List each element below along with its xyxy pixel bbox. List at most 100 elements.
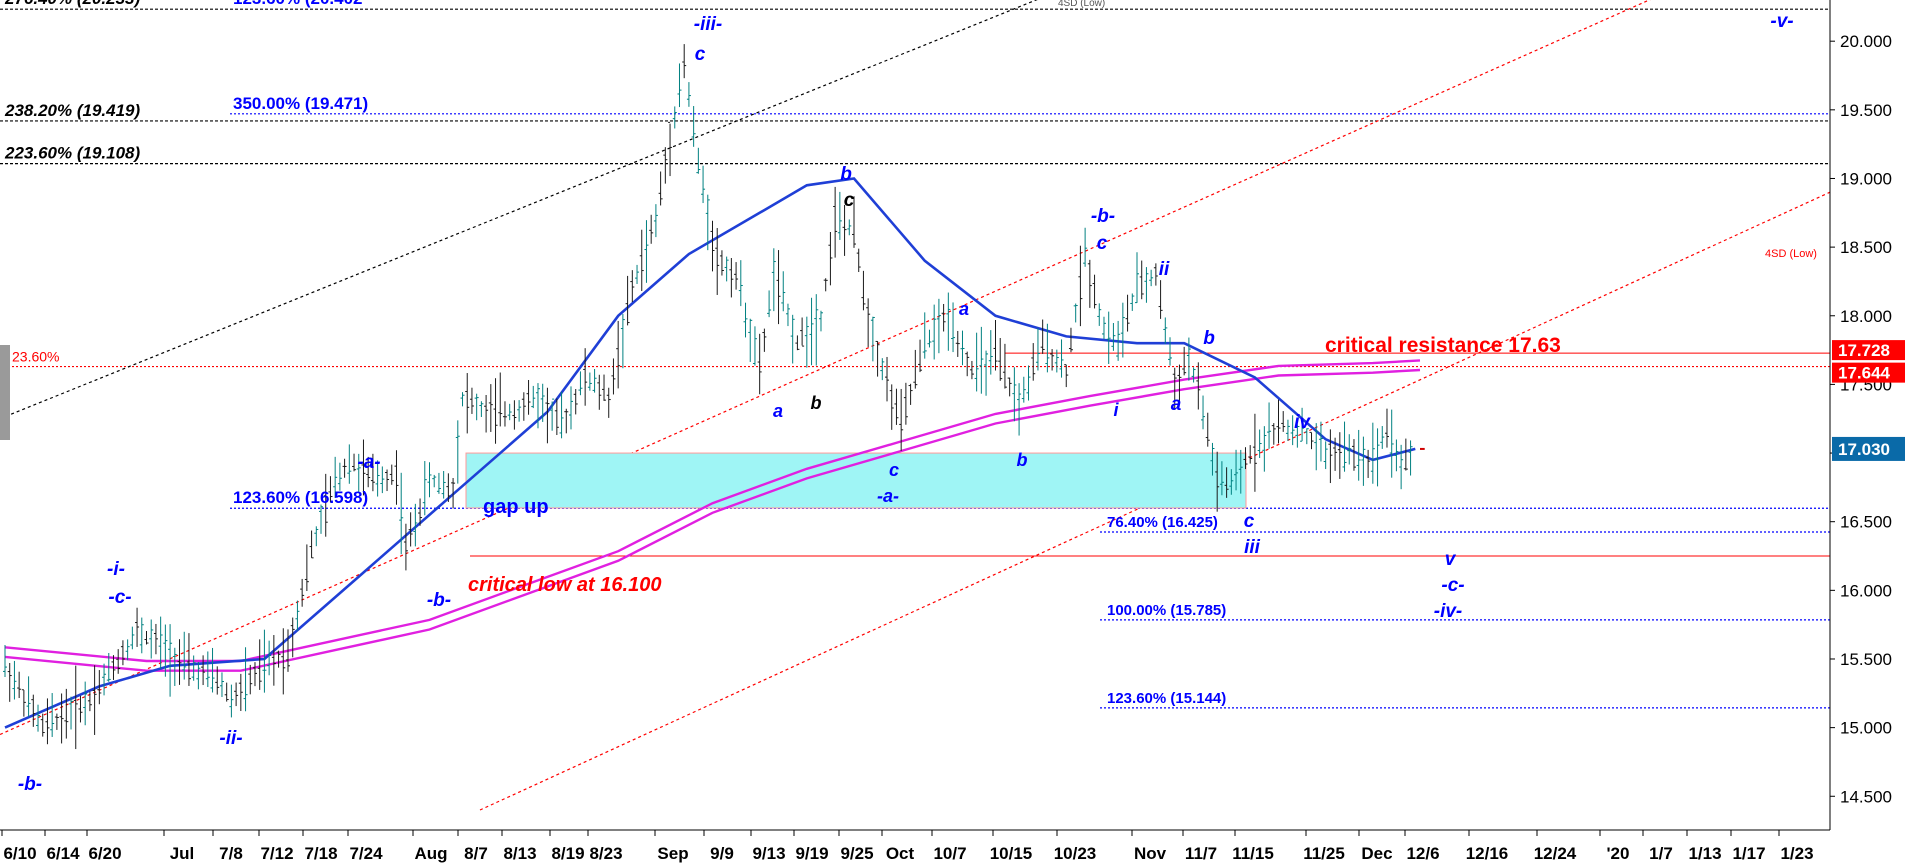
wave-annotations: critical resistance 17.63 critical low at… bbox=[18, 11, 1794, 795]
wave-label: c bbox=[889, 460, 899, 480]
gap-box bbox=[465, 452, 1247, 509]
x-tick-label: 12/16 bbox=[1466, 844, 1509, 863]
x-tick-label: 6/14 bbox=[46, 844, 80, 863]
y-tick-label: 16.500 bbox=[1840, 513, 1892, 532]
x-tick-label: 6/10 bbox=[3, 844, 36, 863]
x-tick-label: Nov bbox=[1134, 844, 1167, 863]
x-tick-label: 11/25 bbox=[1303, 844, 1345, 863]
x-tick-label: 10/15 bbox=[990, 844, 1033, 863]
wave-label: a bbox=[959, 299, 969, 319]
x-tick-label: 10/23 bbox=[1054, 844, 1097, 863]
wave-label: c bbox=[695, 44, 706, 65]
wave-label: a bbox=[1171, 394, 1182, 415]
y-tick-label: 15.500 bbox=[1840, 650, 1892, 669]
level-labels: 276.40% (20.233) 238.20% (19.419) 223.60% … bbox=[4, 0, 1226, 707]
last-price-label: 17.030 bbox=[1838, 440, 1890, 459]
wave-label: iii bbox=[1244, 537, 1261, 558]
wave-label: -iii- bbox=[694, 14, 723, 35]
wave-label: b bbox=[811, 393, 822, 413]
level-label: 123.60% (16.598) bbox=[233, 488, 368, 507]
price-series bbox=[3, 44, 1425, 750]
x-tick-label: 11/15 bbox=[1232, 844, 1274, 863]
x-tick-label: 1/17 bbox=[1732, 844, 1765, 863]
side-tab bbox=[0, 345, 10, 440]
x-tick-label: 7/12 bbox=[260, 844, 293, 863]
wave-label: -ii- bbox=[219, 728, 242, 749]
wave-label: c bbox=[844, 190, 855, 211]
wave-label: -a- bbox=[877, 486, 899, 506]
y-tick-label: 19.000 bbox=[1840, 169, 1892, 188]
x-tick-label: Oct bbox=[886, 844, 915, 863]
y-tick-label: 16.000 bbox=[1840, 581, 1892, 600]
level-label: 100.00% (15.785) bbox=[1107, 602, 1226, 619]
level-label: 123.60% (15.144) bbox=[1107, 690, 1226, 707]
gap-zone bbox=[465, 452, 1247, 509]
x-tick-label: 12/24 bbox=[1534, 844, 1577, 863]
x-tick-label: 1/13 bbox=[1688, 844, 1721, 863]
wave-label: -v- bbox=[1770, 11, 1793, 32]
ma-blue bbox=[4, 177, 1416, 729]
price-tag-bg bbox=[1832, 362, 1905, 383]
level-label: 350.00% (19.471) bbox=[233, 94, 368, 113]
x-tick-label: 8/23 bbox=[589, 844, 622, 863]
x-tick-label: '20 bbox=[1607, 844, 1630, 863]
x-tick-label: Sep bbox=[657, 844, 688, 863]
x-tick-label: 7/8 bbox=[219, 844, 243, 863]
price-tag-label: 17.644 bbox=[1838, 364, 1891, 383]
x-tick-label: 9/13 bbox=[752, 844, 785, 863]
y-tick-label: 20.000 bbox=[1840, 32, 1892, 51]
y-tick-label: 15.000 bbox=[1840, 719, 1892, 738]
channel-label-right: 4SD (Low) bbox=[1765, 248, 1817, 260]
wave-label: b bbox=[840, 164, 852, 185]
channel-lines: 4SD (Low) 4SD (Low) bbox=[0, 0, 1831, 811]
wave-label: ii bbox=[1159, 259, 1170, 280]
price-tag-label: 17.728 bbox=[1838, 341, 1890, 360]
wave-label: c bbox=[1244, 511, 1255, 532]
x-tick-label: 11/7 bbox=[1185, 844, 1217, 863]
wave-label: -i- bbox=[107, 559, 125, 580]
y-tick-label: 14.500 bbox=[1840, 787, 1892, 806]
level-label: 238.20% (19.419) bbox=[4, 101, 140, 120]
wave-label: gap up bbox=[483, 496, 549, 518]
x-tick-label: Aug bbox=[414, 844, 447, 863]
level-label: 23.60% bbox=[12, 349, 59, 365]
x-tick-label: 12/6 bbox=[1406, 844, 1439, 863]
level-label: 276.40% (20.233) bbox=[4, 0, 140, 8]
channel-line-red-lower bbox=[479, 191, 1831, 811]
x-tick-label: 8/7 bbox=[464, 844, 488, 863]
level-label-top: 123.60% (20.402 bbox=[233, 0, 363, 8]
price-tag-bg bbox=[1832, 340, 1905, 361]
wave-label: c bbox=[1097, 233, 1108, 254]
wave-label: -b- bbox=[1091, 206, 1115, 227]
wave-label: -b- bbox=[18, 774, 42, 795]
x-tick-label: Jul bbox=[170, 844, 195, 863]
x-tick-label: 9/19 bbox=[795, 844, 828, 863]
wave-label: a bbox=[773, 401, 783, 421]
wave-label: v bbox=[1445, 549, 1457, 570]
level-label: 223.60% (19.108) bbox=[4, 144, 140, 163]
wave-label: -c- bbox=[108, 587, 131, 608]
channel-line-black bbox=[0, 0, 1038, 420]
y-tick-label: 18.500 bbox=[1840, 238, 1892, 257]
wave-label: -iv- bbox=[1434, 601, 1463, 622]
wave-label: critical low at 16.100 bbox=[468, 574, 661, 596]
x-tick-label: 1/23 bbox=[1780, 844, 1813, 863]
wave-label: b bbox=[1203, 328, 1215, 349]
x-tick-label: 9/25 bbox=[840, 844, 873, 863]
x-tick-label: 7/24 bbox=[349, 844, 383, 863]
channel-line-red-upper bbox=[0, 0, 1651, 736]
x-tick-label: Dec bbox=[1361, 844, 1392, 863]
level-lines bbox=[0, 8, 1830, 709]
last-price-bg bbox=[1832, 436, 1905, 461]
x-tick-label: 10/7 bbox=[933, 844, 966, 863]
level-label: 76.40% (16.425) bbox=[1107, 514, 1218, 531]
wave-label: b bbox=[1017, 450, 1028, 470]
x-tick-label: 8/13 bbox=[503, 844, 536, 863]
wave-label: -a- bbox=[357, 452, 380, 473]
x-tick-label: 7/18 bbox=[304, 844, 337, 863]
channel-label-top: 4SD (Low) bbox=[1058, 0, 1105, 9]
wave-label: -b- bbox=[427, 590, 451, 611]
x-tick-label: 1/7 bbox=[1649, 844, 1673, 863]
